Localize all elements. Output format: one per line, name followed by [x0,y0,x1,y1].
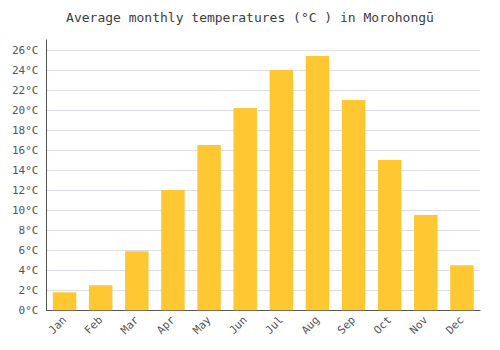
svg-text:Jul: Jul [263,314,286,337]
svg-text:14°C: 14°C [12,164,39,177]
svg-text:May: May [190,313,213,336]
svg-text:Mar: Mar [118,313,141,336]
svg-text:Average monthly temperatures (: Average monthly temperatures (°C ) in Mo… [66,10,434,25]
svg-text:2°C: 2°C [19,284,39,297]
svg-text:0°C: 0°C [19,304,39,317]
svg-text:20°C: 20°C [12,104,39,117]
svg-text:Nov: Nov [407,313,430,336]
svg-text:Jan: Jan [46,314,69,337]
svg-text:10°C: 10°C [12,204,39,217]
svg-text:Aug: Aug [299,314,322,337]
svg-text:22°C: 22°C [12,84,39,97]
svg-text:Apr: Apr [154,313,177,336]
svg-text:Feb: Feb [82,314,105,337]
svg-text:24°C: 24°C [12,64,39,77]
svg-text:6°C: 6°C [19,244,39,257]
svg-text:18°C: 18°C [12,124,39,137]
svg-text:26°C: 26°C [12,44,39,57]
svg-text:4°C: 4°C [19,264,39,277]
svg-text:16°C: 16°C [12,144,39,157]
svg-text:8°C: 8°C [19,224,39,237]
svg-text:Jun: Jun [227,314,250,337]
svg-text:12°C: 12°C [12,184,39,197]
svg-text:Oct: Oct [371,314,394,337]
svg-text:Sep: Sep [335,314,358,337]
svg-text:Dec: Dec [443,314,466,337]
